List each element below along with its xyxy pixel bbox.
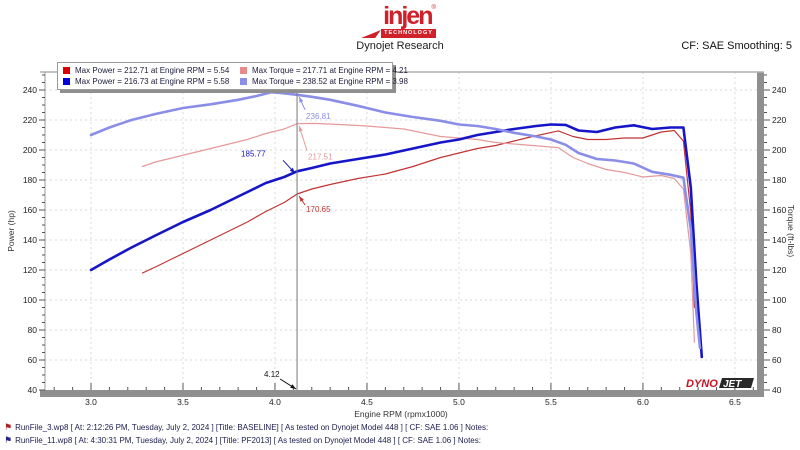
- y-tick-label-left: 160: [23, 205, 37, 215]
- cursor-callouts: 236.81 217.51 185.77 170.65 4.12: [241, 96, 333, 390]
- series-pf2013-torque: [89, 90, 702, 350]
- run-info-line: ⚑ RunFile_11.wp8 [ At: 4:30:31 PM, Tuesda…: [4, 435, 481, 446]
- pf2013-power-swatch: [63, 78, 70, 85]
- baseline-power-swatch: [63, 67, 70, 74]
- y-tick-label-right: 100: [772, 295, 786, 305]
- x-tick-label: 4.5: [361, 397, 373, 407]
- gridlines: [45, 72, 757, 390]
- y-tick-label-right: 140: [772, 235, 786, 245]
- series-pf2013-power: [89, 123, 704, 359]
- y-tick-label-right: 40: [772, 385, 782, 395]
- series-baseline-power: [141, 129, 696, 309]
- y-tick-label-left: 200: [23, 145, 37, 155]
- y-tick-label-right: 240: [772, 85, 786, 95]
- dynojet-logo-text1: DYNO: [686, 378, 718, 390]
- y-tick-label-left: 40: [28, 385, 38, 395]
- run-info-line: ⚑ RunFile_3.wp8 [ At: 2:12:26 PM, Tuesday…: [4, 422, 488, 433]
- legend-entry-baseline-torque: Max Torque = 217.71 at Engine RPM = 4.21: [252, 66, 408, 75]
- y-tick-label-left: 100: [23, 295, 37, 305]
- pf2013-torque-swatch: [240, 78, 247, 85]
- y-axis-title-left: Power (hp): [6, 210, 16, 252]
- dynojet-logo: DYNO JET: [686, 378, 754, 390]
- dynojet-logo-block: [719, 378, 754, 388]
- series-baseline-torque: [141, 122, 696, 343]
- bottom-axis-band: [40, 390, 764, 397]
- x-tick-label: 6.5: [729, 397, 741, 407]
- run-flag-icon: ⚑: [4, 422, 13, 432]
- cursor-value-label: 217.51: [308, 153, 333, 162]
- y-tick-label-right: 80: [772, 325, 782, 335]
- registered-mark-icon: ®: [431, 5, 436, 11]
- run-flag-icon: ⚑: [4, 435, 13, 445]
- baseline-torque-swatch: [240, 67, 247, 74]
- right-axis-band: [757, 72, 764, 397]
- x-tick-label: 5.0: [453, 397, 465, 407]
- legend-entry-pf2013-torque: Max Torque = 238.52 at Engine RPM = 3.98: [252, 77, 408, 86]
- axes: 40 40 60 60 80 80 100 100 120 120 140 140 160 160 180 1…: [23, 74, 786, 407]
- y-axis-title-right: Torque (ft-lbs): [786, 205, 796, 258]
- y-tick-label-right: 120: [772, 265, 786, 275]
- legend-entry-pf2013-power: Max Power = 216.73 at Engine RPM = 5.58: [75, 77, 230, 86]
- y-tick-label-left: 220: [23, 115, 37, 125]
- x-axis-title: Engine RPM (rpmx1000): [354, 409, 448, 419]
- cursor-value-label: 170.65: [306, 205, 331, 214]
- y-tick-label-right: 160: [772, 205, 786, 215]
- legend: Max Power = 212.71 at Engine RPM = 5.54 …: [57, 62, 408, 90]
- x-tick-label: 3.5: [177, 397, 189, 407]
- x-tick-label: 6.0: [637, 397, 649, 407]
- run-info-text: RunFile_3.wp8 [ At: 2:12:26 PM, Tuesday,…: [15, 423, 489, 432]
- run-info-text: RunFile_11.wp8 [ At: 4:30:31 PM, Tuesday…: [15, 436, 481, 445]
- x-tick-label: 4.0: [269, 397, 281, 407]
- page-title: Dynojet Research: [356, 40, 444, 52]
- y-tick-label-right: 60: [772, 355, 782, 365]
- injen-logo: injen® TECHNOLOGY: [0, 2, 800, 43]
- dynojet-logo-text2: JET: [723, 379, 742, 390]
- y-tick-label-left: 240: [23, 85, 37, 95]
- logo-swoosh-icon: [361, 29, 381, 38]
- cursor-rpm-label: 4.12: [264, 370, 280, 379]
- y-tick-label-left: 180: [23, 175, 37, 185]
- y-tick-label-right: 180: [772, 175, 786, 185]
- y-tick-label-left: 60: [28, 355, 38, 365]
- legend-entry-baseline-power: Max Power = 212.71 at Engine RPM = 5.54: [75, 66, 230, 75]
- y-tick-label-left: 80: [28, 325, 38, 335]
- y-tick-label-right: 200: [772, 145, 786, 155]
- brand-tagline: TECHNOLOGY: [381, 29, 436, 38]
- smoothing-setting-label: CF: SAE Smoothing: 5: [681, 40, 792, 52]
- x-tick-label: 5.5: [545, 397, 557, 407]
- cursor-value-label: 185.77: [241, 149, 266, 158]
- y-tick-label-left: 120: [23, 265, 37, 275]
- x-tick-label: 3.0: [85, 397, 97, 407]
- y-tick-label-right: 220: [772, 115, 786, 125]
- brand-name: injen: [383, 2, 433, 30]
- cursor-value-label: 236.81: [306, 112, 331, 121]
- y-tick-label-left: 140: [23, 235, 37, 245]
